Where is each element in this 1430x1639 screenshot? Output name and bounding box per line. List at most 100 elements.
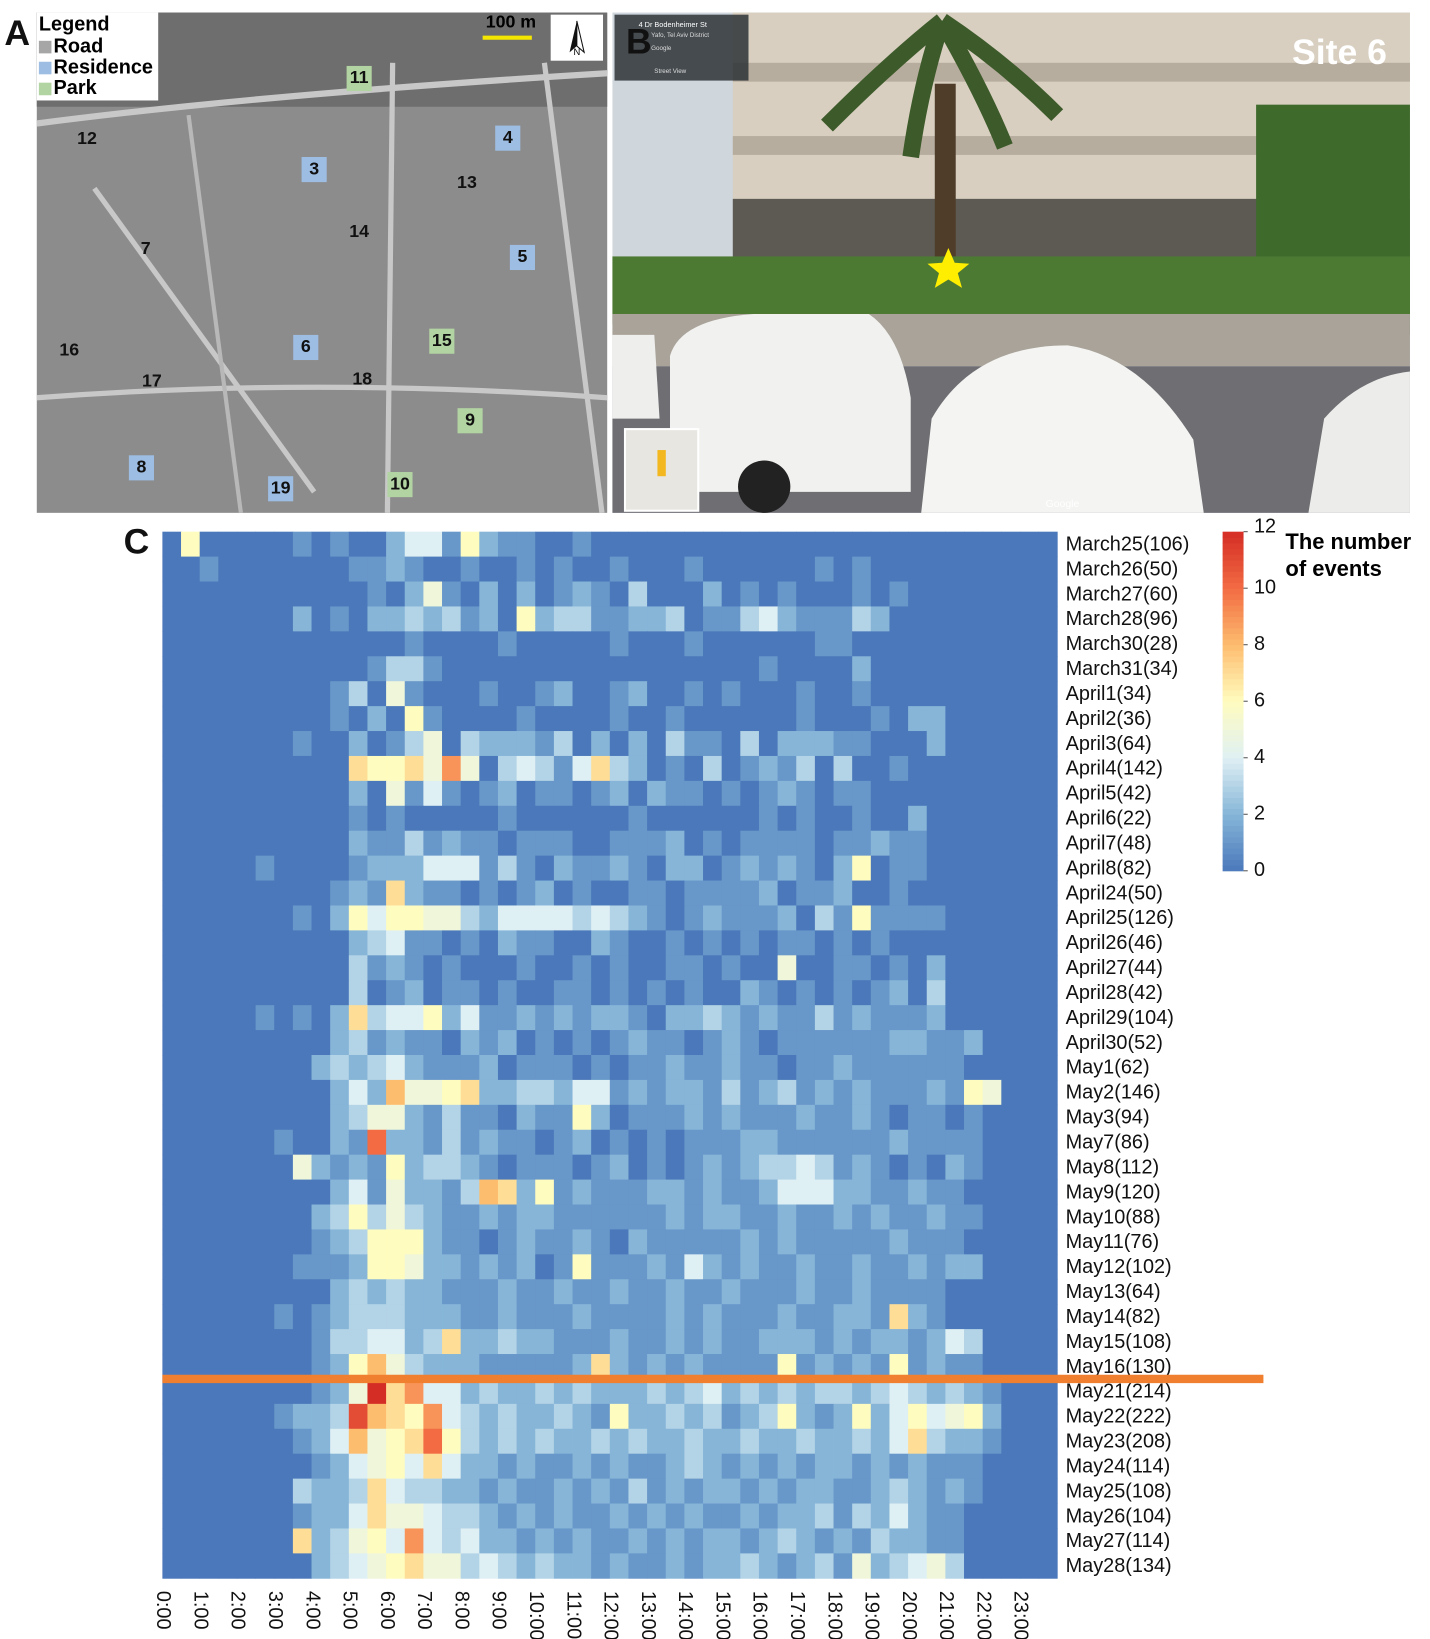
- heatmap-cell: [460, 855, 480, 881]
- heatmap-cell: [162, 755, 182, 782]
- heatmap-cell: [908, 706, 928, 732]
- heatmap-cell: [609, 731, 629, 757]
- heatmap-cell: [535, 1054, 555, 1081]
- heatmap-cell: [852, 1104, 872, 1131]
- car: [1308, 371, 1410, 513]
- heatmap-cell: [1019, 1254, 1040, 1280]
- heatmap-cell: [1038, 955, 1058, 981]
- heatmap-cell: [367, 556, 387, 582]
- heatmap-cell: [982, 1079, 1002, 1106]
- heatmap-cell: [367, 1154, 387, 1181]
- heatmap-cell: [721, 1553, 741, 1579]
- heatmap-cell: [1001, 1304, 1021, 1330]
- heatmap-cell: [758, 1054, 779, 1081]
- heatmap-cell: [572, 1453, 592, 1480]
- heatmap-cell: [926, 531, 946, 558]
- heatmap-cell: [703, 830, 723, 857]
- heatmap-cell: [460, 1503, 480, 1529]
- site-label: 18: [352, 369, 372, 389]
- heatmap-cell: [442, 1204, 462, 1230]
- heatmap-cell: [703, 1553, 723, 1579]
- heatmap-cell: [199, 1005, 219, 1031]
- heatmap-cell: [348, 1229, 368, 1255]
- heatmap-cell: [199, 1254, 219, 1280]
- heatmap-cell: [703, 731, 723, 757]
- heatmap-cell: [330, 1005, 350, 1031]
- colorbar-segment: [1222, 746, 1244, 753]
- heatmap-cell: [423, 1279, 443, 1305]
- heatmap-cell: [777, 855, 797, 881]
- y-tick-label: April1(34): [1066, 683, 1152, 705]
- heatmap-cell: [442, 1030, 462, 1056]
- heatmap-cell: [740, 1129, 760, 1156]
- heatmap-cell: [665, 606, 685, 632]
- heatmap-cell: [758, 631, 779, 657]
- heatmap-cell: [870, 1104, 890, 1131]
- heatmap-cell: [386, 855, 406, 881]
- heatmap-cell: [908, 1453, 928, 1480]
- heatmap-cell: [404, 1478, 424, 1504]
- y-tick-label: April26(46): [1066, 932, 1163, 954]
- heatmap-cell: [684, 1030, 704, 1056]
- heatmap-cell: [367, 1254, 387, 1280]
- heatmap-cell: [572, 830, 592, 857]
- heatmap-cell: [982, 1179, 1002, 1205]
- heatmap-cell: [870, 755, 890, 782]
- heatmap-cell: [479, 656, 499, 682]
- heatmap-cell: [926, 1005, 946, 1031]
- heatmap-cell: [292, 1204, 312, 1230]
- heatmap-cell: [218, 1129, 238, 1156]
- heatmap-cell: [609, 1079, 629, 1106]
- heatmap-cell: [181, 656, 201, 682]
- heatmap-cell: [833, 606, 853, 632]
- heatmap-cell: [926, 955, 946, 981]
- heatmap-cell: [386, 905, 406, 931]
- heatmap-cell: [348, 1254, 368, 1280]
- colorbar-segment: [1222, 588, 1244, 595]
- heatmap-cell: [1019, 1478, 1040, 1504]
- heatmap-cell: [516, 1478, 536, 1504]
- heatmap-cell: [889, 1378, 909, 1405]
- heatmap-cell: [181, 1354, 201, 1380]
- heatmap-cell: [236, 1553, 257, 1579]
- heatmap-cell: [181, 1129, 201, 1156]
- heatmap-cell: [348, 980, 368, 1006]
- heatmap-cell: [255, 980, 275, 1006]
- heatmap-cell: [684, 656, 704, 682]
- heatmap-cell: [740, 1503, 760, 1529]
- heatmap-cell: [703, 1378, 723, 1405]
- heatmap-cell: [404, 1154, 424, 1181]
- heatmap-cell: [218, 830, 238, 857]
- heatmap-cell: [572, 1403, 592, 1430]
- heatmap-cell: [777, 905, 797, 931]
- heatmap-cell: [423, 1354, 443, 1380]
- heatmap-cell: [460, 755, 480, 782]
- heatmap-cell: [926, 1478, 946, 1504]
- heatmap-cell: [870, 556, 890, 582]
- heatmap-cell: [572, 1428, 592, 1455]
- heatmap-cell: [628, 1503, 648, 1529]
- heatmap-cell: [330, 1354, 350, 1380]
- heatmap-cell: [703, 581, 723, 607]
- heatmap-cell: [274, 606, 294, 632]
- heatmap-cell: [852, 1528, 872, 1554]
- heatmap-cell: [460, 955, 480, 981]
- heatmap-cell: [516, 930, 536, 956]
- heatmap-cell: [181, 780, 201, 807]
- heatmap-cell: [609, 1129, 629, 1156]
- y-tick-label: May9(120): [1066, 1181, 1161, 1203]
- heatmap-cell: [796, 731, 816, 757]
- heatmap-cell: [199, 656, 219, 682]
- heatmap-cell: [311, 1403, 331, 1430]
- heatmap-cell: [777, 880, 797, 906]
- heatmap-cell: [255, 930, 275, 956]
- heatmap-cell: [758, 1229, 779, 1255]
- heatmap-cell: [889, 1179, 909, 1205]
- heatmap-cell: [1001, 955, 1021, 981]
- heatmap-cell: [218, 681, 238, 707]
- heatmap-cell: [442, 681, 462, 707]
- legend-swatch: [38, 82, 52, 96]
- heatmap-cell: [665, 1079, 685, 1106]
- heatmap-cell: [442, 1503, 462, 1529]
- heatmap-cell: [460, 706, 480, 732]
